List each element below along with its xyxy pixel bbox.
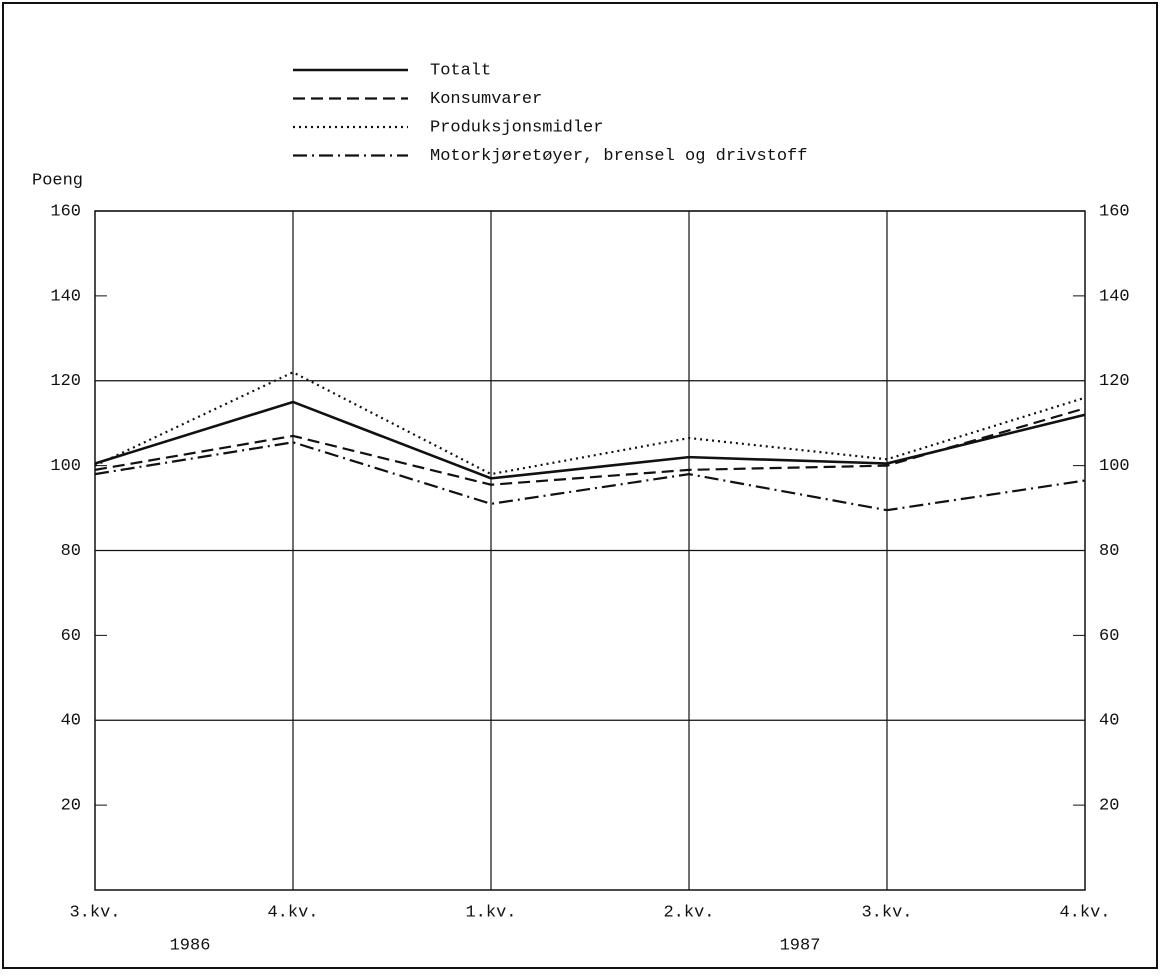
y-tick-label: 80	[61, 542, 81, 561]
y-tick-label-right: 40	[1099, 712, 1119, 731]
series-line	[94, 400, 1086, 480]
legend-label: Motorkjøretøyer, brensel og drivstoff	[430, 147, 807, 166]
y-tick-label: 160	[50, 202, 81, 221]
y-tick-label-right: 60	[1099, 627, 1119, 646]
legend-label: Produksjonsmidler	[430, 118, 603, 137]
y-tick-label-right: 80	[1099, 542, 1119, 561]
x-tick-label: 3.kv.	[861, 903, 912, 922]
series-line	[94, 371, 1086, 476]
x-tick-label: 3.kv.	[69, 903, 120, 922]
x-tick-label: 1.kv.	[465, 903, 516, 922]
year-label: 1986	[170, 936, 211, 955]
y-axis-label: Poeng	[32, 171, 83, 190]
y-tick-label: 40	[61, 712, 81, 731]
series-line	[94, 407, 1086, 486]
y-tick-label-right: 160	[1099, 202, 1130, 221]
y-tick-label: 60	[61, 627, 81, 646]
y-tick-label-right: 140	[1099, 287, 1130, 306]
x-tick-label: 4.kv.	[1059, 903, 1110, 922]
legend-label: Konsumvarer	[430, 90, 542, 109]
year-label: 1987	[780, 936, 821, 955]
y-tick-label-right: 100	[1099, 457, 1130, 476]
y-tick-label: 100	[50, 457, 81, 476]
y-tick-label: 20	[61, 797, 81, 816]
y-tick-label: 140	[50, 287, 81, 306]
y-tick-label: 120	[50, 372, 81, 391]
series-line	[94, 441, 1086, 512]
legend-label: Totalt	[430, 61, 491, 80]
y-tick-label-right: 20	[1099, 797, 1119, 816]
x-tick-label: 2.kv.	[663, 903, 714, 922]
x-tick-label: 4.kv.	[267, 903, 318, 922]
y-tick-label-right: 120	[1099, 372, 1130, 391]
